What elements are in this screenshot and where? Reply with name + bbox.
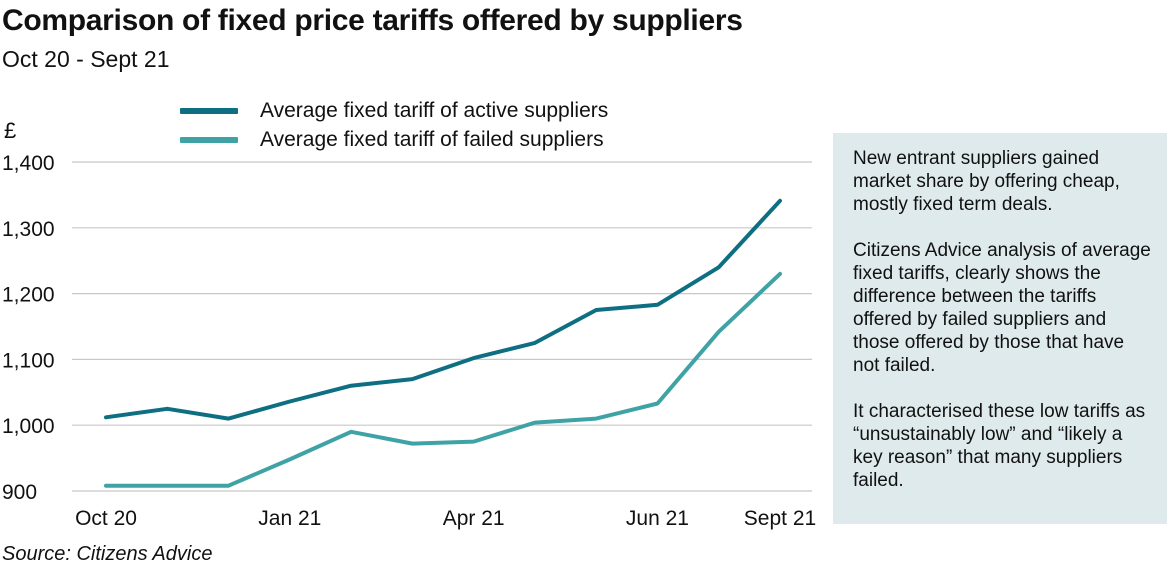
legend-swatch-active [180,108,238,114]
series-line-active [104,198,782,421]
legend-label-failed: Average fixed tariff of failed suppliers [260,128,604,151]
line-chart: 900 1,000 1,100 1,200 1,300 1,400 £ Oct 20 Jan 2… [2,118,816,530]
legend-swatch-failed [180,137,238,143]
legend-label-active: Average fixed tariff of active suppliers [260,99,609,122]
y-tick-label: 900 [2,481,37,504]
chart-title: Comparison of fixed price tariffs offere… [2,4,743,37]
y-axis-label: £ [4,118,16,143]
y-tick-label: 1,100 [2,349,55,372]
chart-subtitle: Oct 20 - Sept 21 [2,46,170,72]
series-line-failed [104,271,782,488]
annotation-paragraph: It characterised these low tariffs as “u… [853,401,1146,491]
legend-item-failed: Average fixed tariff of failed suppliers [180,127,604,153]
annotation-paragraph: New entrant suppliers gained market shar… [853,148,1120,215]
annotation-paragraph: Citizens Advice analysis of average fixe… [853,240,1151,376]
x-tick-label: Oct 20 [75,507,137,530]
x-tick-label: Apr 21 [443,507,505,530]
y-tick-label: 1,300 [2,218,55,241]
x-tick-label: Sept 21 [744,507,816,530]
y-tick-label: 1,200 [2,284,55,307]
y-tick-label: 1,000 [2,415,55,438]
y-tick-label: 1,400 [2,152,55,175]
source-note: Source: Citizens Advice [2,543,213,565]
x-tick-label: Jan 21 [258,507,321,530]
annotation-box: New entrant suppliers gained market shar… [833,133,1167,524]
legend-item-active: Average fixed tariff of active suppliers [180,98,608,124]
x-tick-label: Jun 21 [626,507,689,530]
